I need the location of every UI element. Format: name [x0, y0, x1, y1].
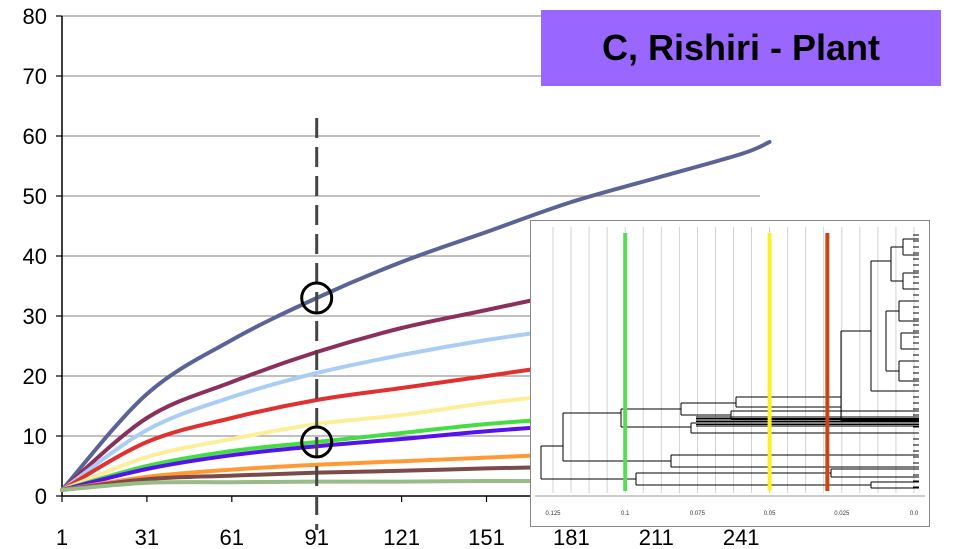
x-tick-label: 211	[639, 525, 674, 549]
x-tick-label: 31	[135, 525, 159, 549]
y-tick-label: 20	[23, 364, 47, 389]
annotations	[300, 118, 334, 530]
inset-axis-tick-label: 0.025	[834, 511, 850, 517]
inset-axis-tick-label: 0.075	[690, 511, 706, 517]
highlight-circle-2	[300, 425, 334, 459]
y-tick-label: 60	[23, 124, 47, 149]
y-tick-label: 80	[23, 4, 47, 29]
chart-title-box: C, Rishiri - Plant	[541, 10, 941, 86]
dendrogram-inset: 0.125 0.1 0.075 0.05 0.025 0.0	[530, 220, 930, 527]
x-tick-label: 151	[468, 525, 505, 549]
x-tick-label: 241	[723, 525, 760, 549]
inset-axis-tick-label: 0.125	[545, 511, 561, 517]
chart-title: C, Rishiri - Plant	[601, 27, 881, 68]
x-tick-label: 121	[383, 525, 420, 549]
series-line-1	[60, 140, 772, 492]
dendrogram-tree	[540, 234, 919, 489]
x-tick-label: 181	[553, 525, 590, 549]
x-tick-label: 1	[56, 525, 68, 549]
y-tick-label: 50	[23, 184, 47, 209]
inset-axis-tick-label: 0.0	[910, 511, 919, 517]
y-axis-ticks: 0 10 20 30 40 50 60 70 80	[23, 4, 62, 509]
y-tick-label: 40	[23, 244, 47, 269]
y-tick-label: 70	[23, 64, 47, 89]
gridlines	[62, 15, 760, 437]
y-tick-label: 30	[23, 304, 47, 329]
highlight-circle-1	[300, 281, 334, 315]
x-tick-label: 61	[220, 525, 244, 549]
dendrogram-svg: 0.125 0.1 0.075 0.05 0.025 0.0	[535, 227, 925, 517]
inset-axis-tick-label: 0.1	[621, 511, 630, 517]
y-tick-label: 10	[23, 424, 47, 449]
x-axis-ticks: 1 31 61 91 121 151 181 211 241	[56, 496, 760, 549]
inset-axis-tick-label: 0.05	[764, 511, 776, 517]
y-tick-label: 0	[35, 484, 47, 509]
